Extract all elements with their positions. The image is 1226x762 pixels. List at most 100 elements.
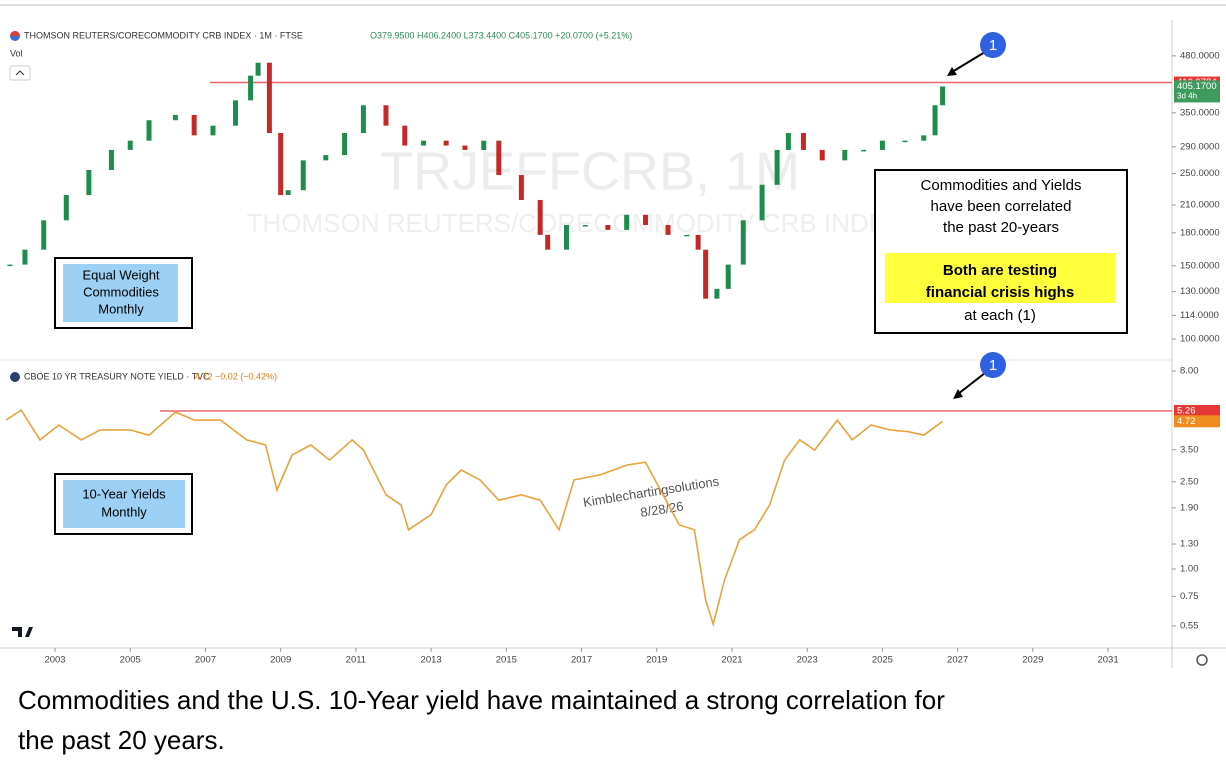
last-price-label: 405.1700: [1177, 81, 1217, 92]
candle: [563, 225, 569, 250]
x-tick-label: 2027: [947, 655, 968, 666]
candle: [383, 105, 389, 126]
annotation-text: Commodities and Yields: [921, 177, 1082, 194]
last-price-tag: [1174, 80, 1220, 103]
last-price-tag: [1174, 415, 1220, 428]
settings-button[interactable]: [1196, 654, 1208, 666]
candle: [342, 133, 348, 156]
logo: [12, 627, 33, 637]
x-tick-label: 2015: [496, 655, 517, 666]
symbol-icon: [10, 372, 20, 382]
candle: [210, 125, 216, 136]
marker-text: 1: [989, 37, 997, 54]
highlight-text: Both are testing: [943, 262, 1057, 279]
x-tick-label: 2005: [120, 655, 141, 666]
collapse-button[interactable]: [9, 65, 31, 81]
y-tick-label: 0.55: [1180, 620, 1199, 631]
candle: [740, 220, 746, 265]
candle: [642, 214, 648, 226]
candle: [496, 140, 502, 176]
highlight-text: financial crisis highs: [926, 284, 1074, 301]
y-tick-label: 8.00: [1180, 366, 1199, 377]
candle: [695, 234, 701, 250]
volume-label: Vol: [10, 48, 23, 58]
caption: Commodities and the U.S. 10-Year yield h…: [18, 685, 945, 715]
panel-label: Monthly: [101, 504, 147, 519]
y-tick-label: 1.00: [1180, 564, 1199, 575]
arrow: [957, 372, 986, 395]
candle: [861, 149, 867, 152]
chart-title: THOMSON REUTERS/CORECOMMODITY CRB INDEX …: [24, 30, 303, 40]
x-tick-label: 2007: [195, 655, 216, 666]
y-tick-label: 3.50: [1180, 444, 1199, 455]
candle: [921, 135, 927, 141]
annotation-text: have been correlated: [931, 198, 1072, 215]
candle: [902, 140, 908, 143]
candle: [402, 125, 408, 146]
candle: [714, 288, 720, 299]
price-legend: 4.72 −0.02 (−0.42%): [195, 371, 277, 381]
candle: [146, 120, 152, 141]
candle: [285, 190, 291, 196]
panel-label: 10-Year Yields: [82, 486, 166, 501]
candle: [22, 249, 28, 265]
candle: [127, 140, 133, 150]
y-tick-label: 480.0000: [1180, 50, 1220, 61]
x-tick-label: 2029: [1022, 655, 1043, 666]
candle: [7, 264, 13, 267]
y-tick-label: 150.0000: [1180, 260, 1220, 271]
price-tag-label: 5.26: [1177, 405, 1196, 416]
candle: [582, 225, 588, 227]
candle: [323, 155, 329, 161]
candle: [605, 225, 611, 230]
candle: [421, 140, 427, 146]
x-tick-label: 2031: [1097, 655, 1118, 666]
ohlc-legend: O379.9500 H406.2400 L373.4400 C405.1700 …: [370, 30, 632, 40]
marker-circle: [980, 352, 1006, 378]
annotation-box: [874, 169, 1128, 334]
candle: [248, 75, 254, 101]
candle: [940, 86, 946, 106]
candle: [86, 170, 92, 196]
candle: [624, 214, 630, 230]
x-tick-label: 2025: [872, 655, 893, 666]
candle: [800, 133, 806, 150]
candle: [443, 140, 449, 146]
panel-label: Equal Weight: [82, 267, 159, 282]
panel-label: Monthly: [98, 301, 144, 316]
candle: [703, 249, 709, 299]
arrow: [951, 51, 986, 73]
candle: [41, 220, 47, 250]
candle: [684, 234, 690, 237]
y-tick-label: 100.0000: [1180, 333, 1220, 344]
candle: [255, 62, 261, 76]
candle: [842, 149, 848, 161]
x-tick-label: 2011: [346, 655, 366, 666]
candle: [278, 133, 284, 196]
x-tick-label: 2021: [721, 655, 742, 666]
x-tick-label: 2017: [571, 655, 592, 666]
candle: [545, 234, 551, 250]
candle: [266, 62, 272, 134]
panel-label: Commodities: [83, 284, 159, 299]
candle: [233, 100, 239, 126]
candle: [932, 105, 938, 136]
candle: [537, 199, 543, 235]
marker-circle: [980, 32, 1006, 58]
candle: [462, 145, 468, 150]
highlight-box: [885, 253, 1115, 303]
y-tick-label: 114.0000: [1180, 310, 1219, 321]
x-tick-label: 2013: [421, 655, 442, 666]
watermark: TRJEFFCRB, 1M: [380, 141, 800, 201]
candle: [665, 225, 671, 235]
candle: [774, 149, 780, 185]
y-tick-label: 1.30: [1180, 539, 1199, 550]
annotation-text: the past 20-years: [943, 219, 1059, 236]
x-tick-label: 2019: [646, 655, 667, 666]
label-fill: [63, 480, 185, 528]
collapse-icon: [15, 70, 25, 76]
watermark-subtitle: THOMSON REUTERS/CORECOMMODITY CRB INDEX: [247, 208, 904, 238]
y-tick-label: 0.75: [1180, 591, 1199, 602]
